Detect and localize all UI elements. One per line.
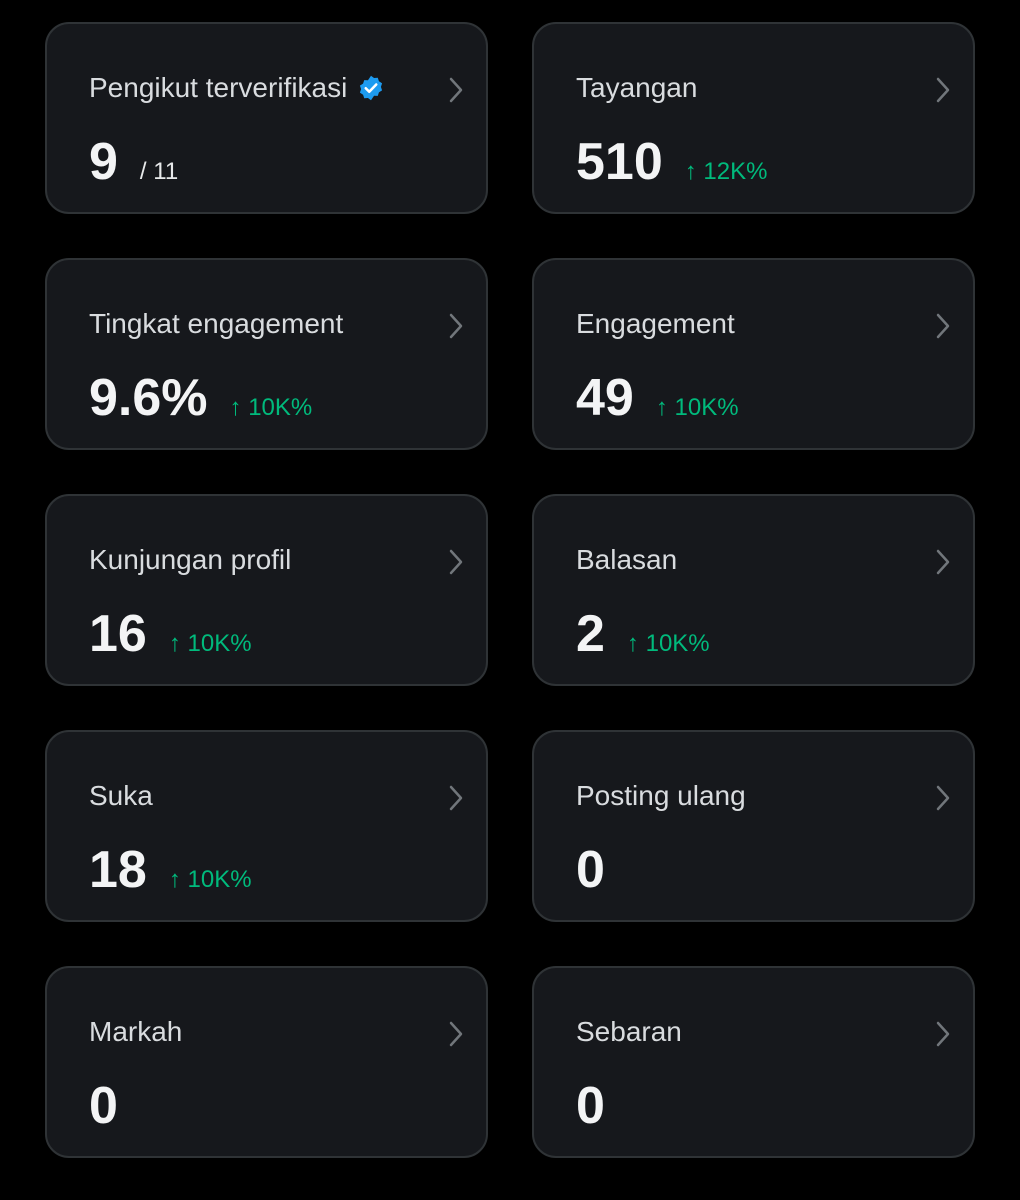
- metric-value: 16: [89, 605, 147, 663]
- card-title: Kunjungan profil: [89, 542, 291, 578]
- title-text: Balasan: [576, 544, 678, 575]
- card-title: Suka: [89, 778, 153, 814]
- value-row: 510 ↑ 12K%: [576, 132, 767, 192]
- metric-change: ↑ 12K%: [684, 158, 768, 185]
- title-text: Tayangan: [576, 72, 698, 103]
- chevron: [449, 77, 463, 103]
- metric-card[interactable]: Sebaran 0: [532, 966, 975, 1158]
- card-title: Pengikut terverifikasi: [89, 70, 385, 106]
- metric-value: 9.6%: [89, 369, 208, 427]
- chevron: [936, 785, 950, 811]
- value-row: 0: [576, 840, 605, 900]
- metric-value: 0: [89, 1077, 118, 1135]
- chevron: [449, 1021, 463, 1047]
- chevron: [936, 549, 950, 575]
- title-text: Posting ulang: [576, 780, 746, 811]
- value-row: 18 ↑ 10K%: [89, 840, 252, 900]
- card-title: Balasan: [576, 542, 677, 578]
- metric-value: 2: [576, 605, 605, 663]
- metric-card[interactable]: Pengikut terverifikasi 9 / 11: [45, 22, 488, 214]
- metric-card[interactable]: Kunjungan profil 16 ↑ 10K%: [45, 494, 488, 686]
- chevron: [936, 313, 950, 339]
- value-row: 0: [89, 1076, 118, 1136]
- metric-change: ↑ 10K%: [626, 630, 710, 657]
- chevron: [936, 77, 950, 103]
- metric-card[interactable]: Tayangan 510 ↑ 12K%: [532, 22, 975, 214]
- title-text: Sebaran: [576, 1016, 682, 1047]
- chevron: [449, 313, 463, 339]
- metric-card[interactable]: Balasan 2 ↑ 10K%: [532, 494, 975, 686]
- verified-badge: [360, 75, 383, 101]
- metric-value: 0: [576, 1077, 605, 1135]
- card-title: Tayangan: [576, 70, 697, 106]
- metric-value: 510: [576, 133, 663, 191]
- metric-card[interactable]: Tingkat engagement 9.6% ↑ 10K%: [45, 258, 488, 450]
- card-title: Engagement: [576, 306, 735, 342]
- value-row: 49 ↑ 10K%: [576, 368, 739, 428]
- title-text: Suka: [89, 780, 153, 811]
- metric-card[interactable]: Suka 18 ↑ 10K%: [45, 730, 488, 922]
- value-row: 9.6% ↑ 10K%: [89, 368, 312, 428]
- metric-card[interactable]: Posting ulang 0: [532, 730, 975, 922]
- chevron: [936, 1021, 950, 1047]
- metric-value: 0: [576, 841, 605, 899]
- card-title: Posting ulang: [576, 778, 746, 814]
- title-text: Kunjungan profil: [89, 544, 292, 575]
- title-text: Pengikut terverifikasi: [89, 72, 348, 103]
- metric-value: 49: [576, 369, 634, 427]
- title-text: Tingkat engagement: [89, 308, 344, 339]
- value-row: 16 ↑ 10K%: [89, 604, 252, 664]
- metric-value: 18: [89, 841, 147, 899]
- chevron: [449, 549, 463, 575]
- metric-total: / 11: [139, 158, 179, 185]
- title-text: Engagement: [576, 308, 735, 339]
- card-title: Tingkat engagement: [89, 306, 343, 342]
- metric-value: 9: [89, 133, 118, 191]
- value-row: 0: [576, 1076, 605, 1136]
- title-text: Markah: [89, 1016, 183, 1047]
- metric-change: ↑ 10K%: [229, 394, 313, 421]
- metric-card[interactable]: Engagement 49 ↑ 10K%: [532, 258, 975, 450]
- value-row: 2 ↑ 10K%: [576, 604, 710, 664]
- card-title: Markah: [89, 1014, 182, 1050]
- metric-change: ↑ 10K%: [168, 630, 252, 657]
- metric-change: ↑ 10K%: [655, 394, 739, 421]
- value-row: 9 / 11: [89, 132, 178, 192]
- card-title: Sebaran: [576, 1014, 682, 1050]
- metric-card[interactable]: Markah 0: [45, 966, 488, 1158]
- metric-change: ↑ 10K%: [168, 866, 252, 893]
- chevron: [449, 785, 463, 811]
